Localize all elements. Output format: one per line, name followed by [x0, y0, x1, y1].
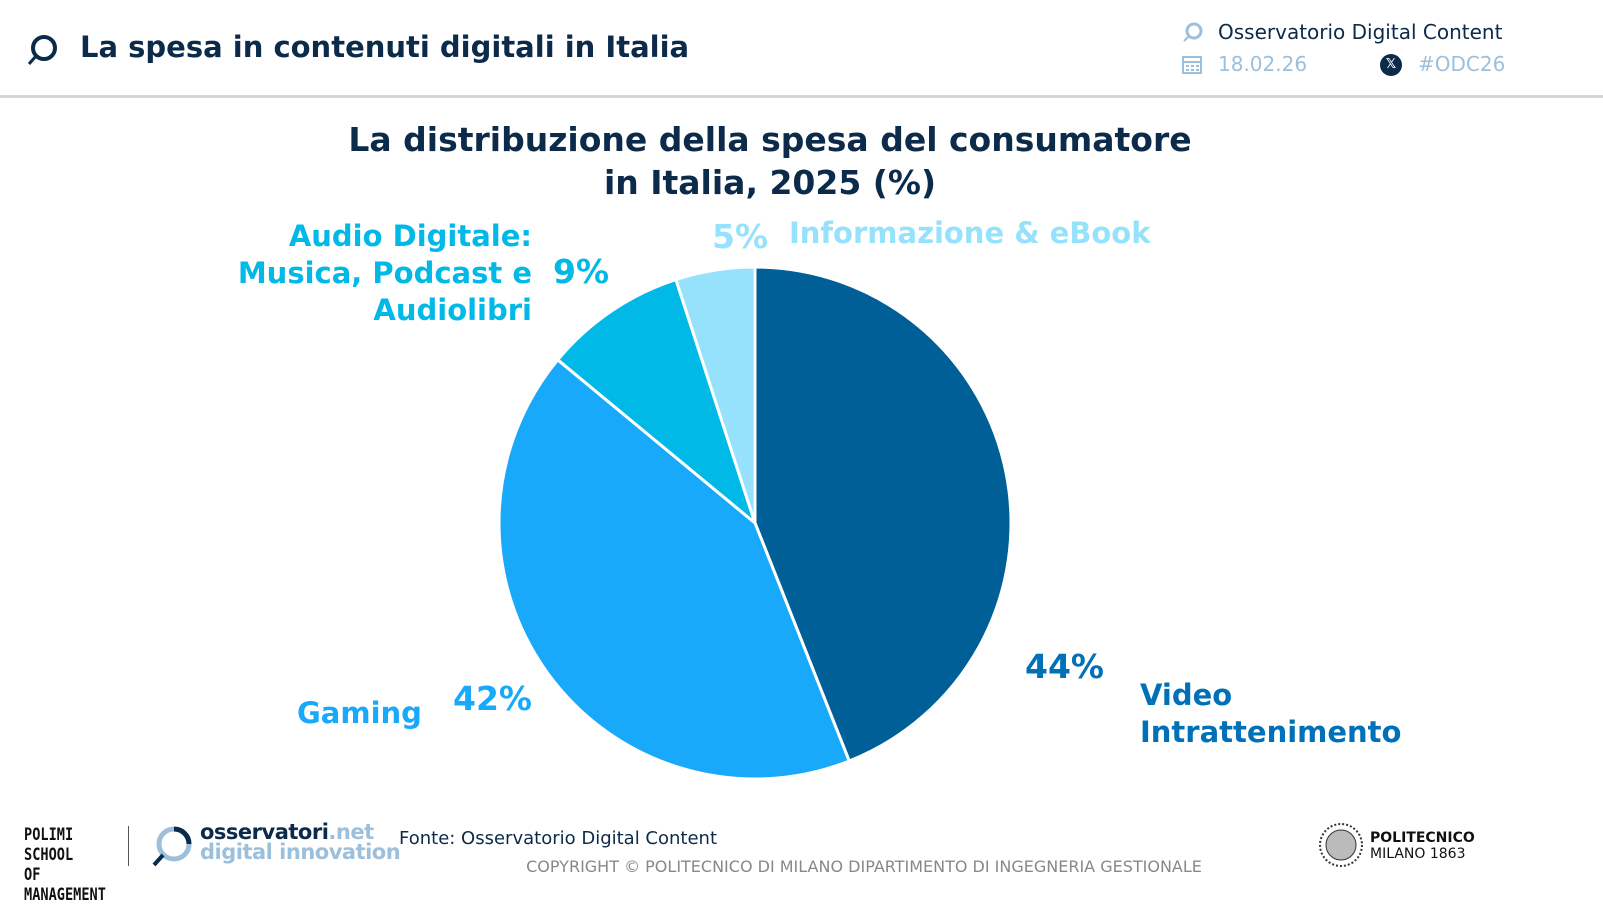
osservatori-logo-icon	[152, 826, 192, 867]
x-social-icon: 𝕏	[1380, 54, 1402, 76]
slice-name-info: Informazione & eBook	[789, 216, 1151, 250]
page-title: La spesa in contenuti digitali in Italia	[80, 30, 690, 64]
pie-slice-3	[674, 265, 757, 524]
observatory-name: Osservatorio Digital Content	[1218, 20, 1503, 44]
slice-name-video: Video Intrattenimento	[1140, 678, 1402, 749]
hashtag: #ODC26	[1418, 52, 1506, 76]
slice-value-audio: 9%	[553, 252, 610, 291]
politecnico-logo: POLITECNICO MILANO 1863	[1370, 830, 1475, 862]
logo-divider	[128, 826, 129, 866]
header-divider	[0, 95, 1603, 98]
politecnico-seal-icon	[1319, 823, 1363, 867]
magnifier-logo-icon	[27, 35, 57, 65]
pie-slice-2	[555, 277, 759, 528]
chart-title: La distribuzione della spesa del consuma…	[0, 118, 1540, 204]
chart-title-line: La distribuzione della spesa del consuma…	[348, 120, 1192, 159]
source-note: Fonte: Osservatorio Digital Content	[399, 828, 718, 849]
copyright: COPYRIGHT © POLITECNICO DI MILANO DIPART…	[526, 857, 1202, 876]
slice-value-gaming: 42%	[453, 679, 532, 718]
pie-slice-0	[753, 265, 1013, 763]
date: 18.02.26	[1218, 52, 1308, 76]
slice-value-info: 5%	[712, 217, 769, 256]
calendar-icon	[1182, 56, 1202, 74]
chart-title-line: in Italia, 2025 (%)	[603, 163, 937, 202]
observatory-icon	[1183, 22, 1203, 42]
osservatori-logo: osservatori.net digital innovation	[200, 820, 401, 864]
slice-name-gaming: Gaming	[297, 696, 422, 730]
slice-name-audio: Audio Digitale: Musica, Podcast e Audiolib…	[237, 219, 532, 327]
slice-value-video: 44%	[1025, 647, 1104, 686]
pie-slice-1	[497, 357, 852, 781]
